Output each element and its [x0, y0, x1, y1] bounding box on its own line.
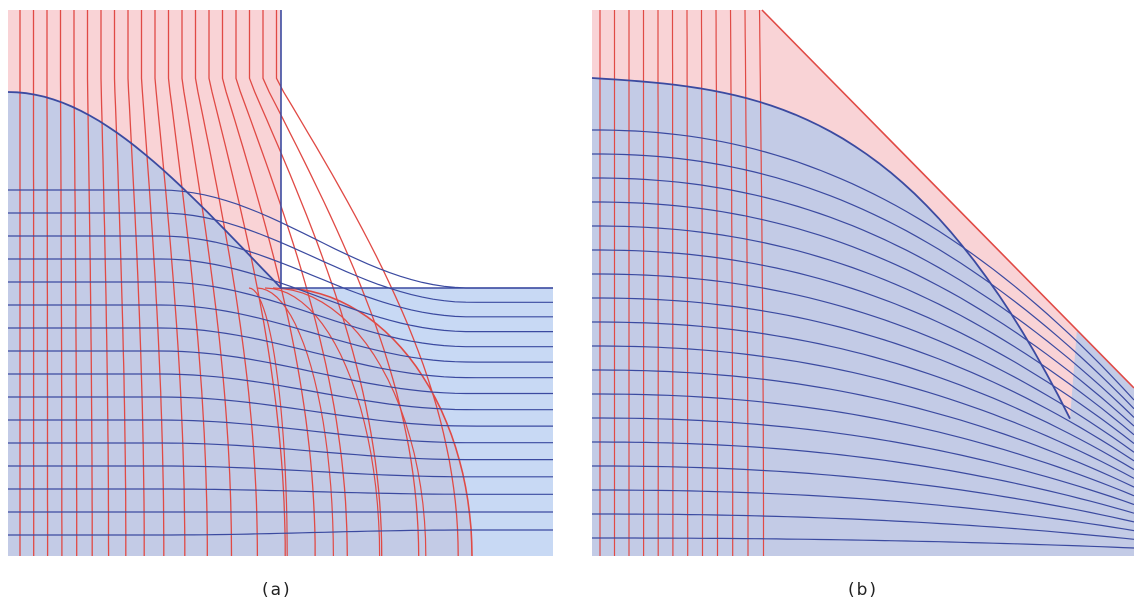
panel-b	[590, 0, 1134, 570]
streamline	[264, 287, 381, 557]
streamline	[46, 10, 49, 556]
flow-line	[8, 488, 553, 495]
streamline	[272, 287, 427, 557]
flow-line	[592, 273, 1134, 453]
flow-line	[8, 373, 553, 411]
streamline	[113, 10, 127, 556]
interface-curve	[7, 91, 282, 289]
streamline	[235, 10, 348, 557]
flow-line	[8, 327, 553, 379]
streamline	[715, 9, 719, 556]
streamline	[208, 10, 286, 556]
boundary-edge	[280, 10, 553, 289]
streamline	[86, 10, 93, 556]
flow-line	[592, 153, 1134, 410]
streamline	[154, 10, 186, 556]
streamline	[758, 9, 765, 556]
flow-line	[592, 249, 1134, 444]
streamline	[181, 10, 233, 557]
streamline	[275, 10, 459, 557]
flow-line	[8, 529, 553, 536]
flow-line	[592, 321, 1134, 471]
streamline	[140, 10, 165, 556]
flow-line	[8, 304, 553, 363]
flow-net-diagram-a	[7, 10, 553, 557]
panel-a	[0, 0, 560, 570]
streamline	[744, 9, 749, 556]
streamline	[700, 10, 704, 556]
flow-line	[592, 489, 1134, 532]
streamline	[686, 10, 689, 556]
streamline	[73, 10, 78, 556]
streamline	[167, 10, 208, 556]
flow-line	[592, 177, 1134, 418]
interface-arc	[280, 287, 473, 557]
flow-line	[592, 297, 1134, 462]
streamline	[100, 10, 110, 557]
flow-line	[592, 129, 1134, 401]
flow-line	[592, 537, 1134, 549]
streamline	[256, 287, 334, 557]
flow-line	[592, 201, 1134, 427]
streamline	[59, 10, 63, 556]
interface-curve	[591, 77, 1071, 420]
flow-line	[592, 513, 1134, 540]
saturated-region	[592, 78, 1134, 556]
flow-line	[8, 281, 553, 348]
flow-line	[8, 442, 553, 461]
flow-line	[8, 419, 553, 444]
flow-line	[592, 441, 1134, 514]
flow-line	[8, 350, 553, 395]
flow-net-diagram-b	[591, 9, 1134, 556]
flow-line	[592, 345, 1134, 479]
streamline	[262, 10, 420, 557]
caption-a: (a)	[262, 580, 292, 600]
sloped-boundary	[761, 9, 1134, 389]
flow-line	[592, 417, 1134, 506]
flow-line	[8, 396, 553, 427]
flow-line	[8, 465, 553, 478]
flow-line	[592, 393, 1134, 497]
streamline	[194, 10, 259, 557]
flow-line	[592, 465, 1134, 523]
flow-line	[592, 225, 1134, 436]
flow-line	[592, 369, 1134, 488]
streamline	[127, 10, 145, 556]
caption-b: (b)	[848, 580, 879, 600]
